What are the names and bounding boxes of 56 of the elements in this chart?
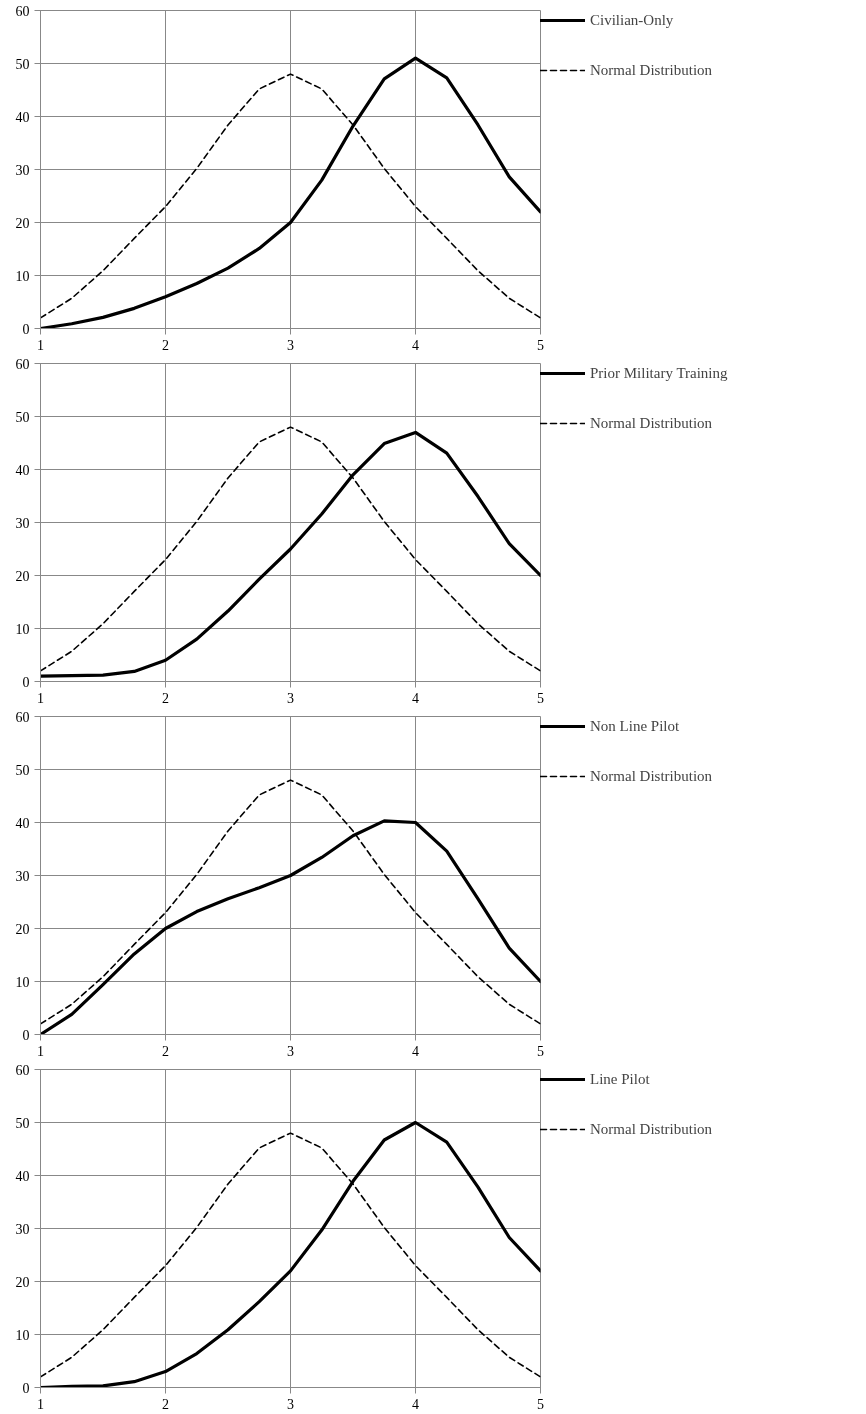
y-tick-label: 10 [15, 268, 30, 284]
legend-label: Normal Distribution [590, 414, 713, 432]
y-tick-label: 20 [15, 215, 30, 231]
legend-label: Prior Military Training [590, 364, 728, 382]
x-tick-label: 4 [412, 1043, 419, 1059]
y-tick-label: 40 [15, 1168, 30, 1184]
y-tick-label: 50 [15, 409, 30, 425]
y-tick-label: 60 [15, 1062, 30, 1078]
x-tick-label: 5 [537, 1043, 544, 1059]
x-tick-label: 5 [537, 690, 544, 706]
x-tick-label: 4 [412, 690, 419, 706]
y-tick-label: 20 [15, 921, 30, 937]
x-tick-label: 1 [37, 337, 44, 353]
y-tick-label: 60 [15, 709, 30, 725]
y-tick-label: 60 [15, 356, 30, 372]
y-tick-label: 0 [22, 321, 30, 337]
y-tick-label: 20 [15, 568, 30, 584]
y-tick-label: 50 [15, 56, 30, 72]
y-tick-label: 0 [22, 674, 30, 690]
y-tick-label: 50 [15, 762, 30, 778]
x-tick-label: 2 [162, 337, 169, 353]
legend-label: Normal Distribution [590, 767, 713, 785]
y-tick-label: 30 [15, 1221, 30, 1237]
x-tick-label: 1 [37, 1043, 44, 1059]
x-tick-label: 3 [287, 1396, 294, 1412]
x-tick-label: 3 [287, 1043, 294, 1059]
x-tick-label: 5 [537, 1396, 544, 1412]
y-tick-label: 30 [15, 162, 30, 178]
y-tick-label: 50 [15, 1115, 30, 1131]
x-tick-label: 2 [162, 1396, 169, 1412]
x-tick-label: 2 [162, 690, 169, 706]
y-tick-label: 0 [22, 1027, 30, 1043]
y-tick-label: 40 [15, 462, 30, 478]
y-tick-label: 30 [15, 515, 30, 531]
x-tick-label: 1 [37, 1396, 44, 1412]
legend-label: Non Line Pilot [590, 717, 680, 735]
y-tick-label: 60 [15, 3, 30, 19]
legend-label: Normal Distribution [590, 1120, 713, 1138]
legend-label: Line Pilot [590, 1070, 650, 1088]
x-tick-label: 3 [287, 690, 294, 706]
legend-label: Normal Distribution [590, 61, 713, 79]
y-tick-label: 10 [15, 1327, 30, 1343]
y-tick-label: 0 [22, 1380, 30, 1396]
y-tick-label: 10 [15, 974, 30, 990]
x-tick-label: 4 [412, 1396, 419, 1412]
x-tick-label: 2 [162, 1043, 169, 1059]
y-tick-label: 40 [15, 109, 30, 125]
x-tick-label: 4 [412, 337, 419, 353]
legend-label: Civilian-Only [590, 11, 674, 29]
y-tick-label: 30 [15, 868, 30, 884]
y-tick-label: 40 [15, 815, 30, 831]
x-tick-label: 5 [537, 337, 544, 353]
y-tick-label: 10 [15, 621, 30, 637]
x-tick-label: 1 [37, 690, 44, 706]
y-tick-label: 20 [15, 1274, 30, 1290]
x-tick-label: 3 [287, 337, 294, 353]
